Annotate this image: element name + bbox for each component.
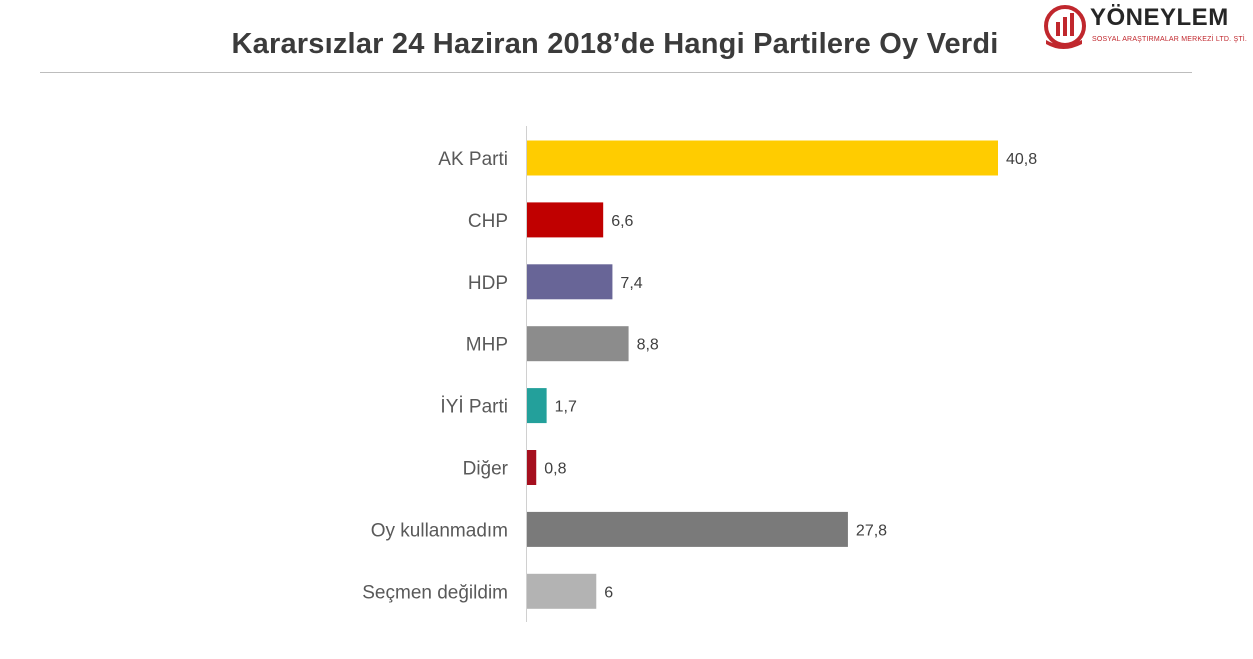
category-label: Seçmen değildim — [362, 582, 508, 603]
chart-bars — [527, 140, 998, 609]
yoneylem-logo — [1044, 5, 1086, 49]
bar-hdp — [527, 264, 613, 300]
category-labels: AK Parti CHP HDP MHP İYİ Parti Diğer Oy kullan… — [362, 149, 508, 603]
category-label: AK Parti — [438, 149, 508, 170]
value-label: 7,4 — [620, 275, 642, 292]
logo-name: YÖNEYLEM — [1090, 4, 1229, 31]
category-label: İYİ Parti — [440, 397, 508, 418]
category-label: Diğer — [463, 459, 509, 480]
value-label: 40,8 — [1006, 151, 1037, 168]
bar-seçmen-değildim — [527, 573, 597, 609]
category-label: MHP — [466, 335, 508, 356]
bar-diğer — [527, 450, 537, 485]
category-label: HDP — [468, 273, 508, 294]
value-label: 27,8 — [856, 522, 887, 539]
title-divider — [40, 72, 1192, 73]
value-label: 8,8 — [637, 337, 659, 354]
value-label: 6 — [604, 584, 613, 601]
value-labels: 40,8 6,6 7,4 8,8 1,7 0,8 27,8 6 — [544, 151, 1037, 601]
logo-subtitle: SOSYAL ARAŞTIRMALAR MERKEZİ LTD. ŞTİ. — [1092, 36, 1248, 43]
bar-ak-parti — [527, 140, 998, 176]
logo-bar-icon — [1056, 22, 1060, 36]
bar-oy-kullanmadım — [527, 511, 848, 547]
logo-bar-icon — [1070, 13, 1074, 36]
category-label: Oy kullanmadım — [371, 520, 508, 541]
bar-chp — [527, 202, 604, 238]
bar-i-yi-parti — [527, 388, 547, 424]
logo-hand-icon — [1046, 40, 1082, 49]
category-label: CHP — [468, 211, 508, 232]
value-label: 1,7 — [555, 399, 577, 416]
logo-bar-icon — [1063, 17, 1067, 36]
page-title: Kararsızlar 24 Haziran 2018’de Hangi Par… — [231, 28, 999, 60]
value-label: 0,8 — [544, 461, 566, 478]
value-label: 6,6 — [611, 213, 633, 230]
bar-mhp — [527, 326, 629, 362]
